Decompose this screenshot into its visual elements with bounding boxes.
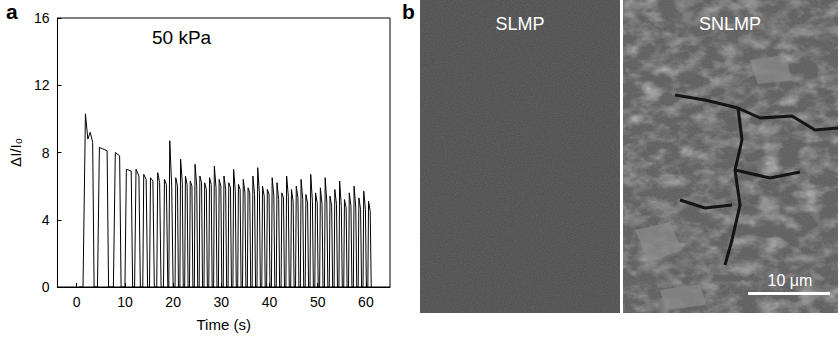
svg-text:ΔI/I₀: ΔI/I₀: [7, 138, 24, 167]
svg-text:16: 16: [34, 10, 50, 26]
html-text:b: b: [402, 0, 415, 23]
svg-text:20: 20: [165, 294, 181, 310]
html-text:a: a: [6, 0, 18, 23]
svg-text:60: 60: [358, 294, 374, 310]
svg-text:0: 0: [42, 279, 50, 295]
svg-text:Time (s): Time (s): [197, 316, 251, 333]
svg-text:50 kPa: 50 kPa: [152, 27, 212, 48]
svg-text:10: 10: [117, 294, 133, 310]
svg-text:10 μm: 10 μm: [768, 272, 813, 289]
svg-text:12: 12: [34, 77, 50, 93]
svg-text:4: 4: [42, 212, 50, 228]
svg-text:SLMP: SLMP: [495, 14, 544, 34]
svg-text:0: 0: [73, 294, 81, 310]
svg-text:30: 30: [214, 294, 230, 310]
svg-text:40: 40: [262, 294, 278, 310]
svg-text:8: 8: [42, 145, 50, 161]
svg-text:SNLMP: SNLMP: [699, 14, 761, 34]
svg-text:50: 50: [310, 294, 326, 310]
